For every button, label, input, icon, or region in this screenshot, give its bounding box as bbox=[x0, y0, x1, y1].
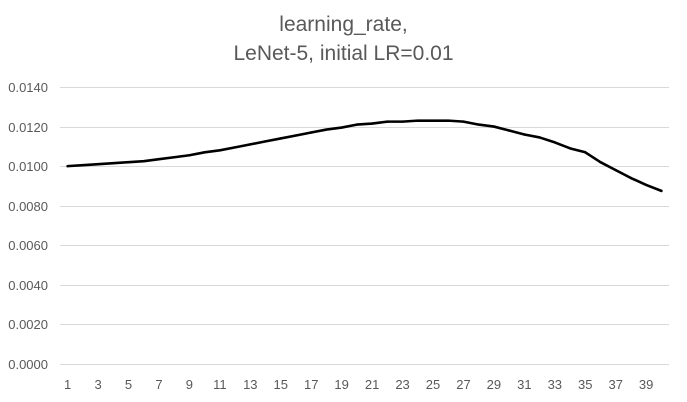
data-point bbox=[553, 141, 557, 144]
data-point bbox=[279, 137, 282, 140]
x-tick-label: 21 bbox=[365, 377, 379, 392]
data-point bbox=[66, 164, 69, 168]
x-tick-label: 3 bbox=[94, 377, 101, 392]
data-point bbox=[264, 140, 267, 143]
grid-lines bbox=[60, 87, 669, 365]
x-axis-tick-labels: 1 3 5 7 9 11 13 15 17 19 21 23 25 27 29 31 33 35 37 39 bbox=[64, 377, 653, 392]
x-tick-label: 19 bbox=[334, 377, 348, 392]
data-point bbox=[614, 168, 617, 172]
data-point bbox=[218, 149, 222, 152]
data-point bbox=[188, 154, 191, 157]
x-tick-label: 31 bbox=[517, 377, 531, 392]
x-tick-label: 27 bbox=[456, 377, 470, 392]
data-point bbox=[599, 160, 602, 164]
y-tick-label: 0.0140 bbox=[8, 80, 48, 95]
data-point bbox=[477, 123, 480, 126]
x-tick-label: 9 bbox=[186, 377, 193, 392]
data-point bbox=[401, 120, 404, 123]
x-tick-label: 23 bbox=[395, 377, 409, 392]
x-tick-label: 25 bbox=[426, 377, 440, 392]
x-tick-label: 7 bbox=[155, 377, 162, 392]
data-point bbox=[660, 189, 663, 193]
x-tick-label: 17 bbox=[304, 377, 318, 392]
x-tick-label: 15 bbox=[274, 377, 288, 392]
data-point bbox=[629, 176, 633, 180]
data-point bbox=[523, 133, 526, 136]
series-line bbox=[66, 119, 663, 193]
y-tick-label: 0.0040 bbox=[8, 278, 48, 293]
y-axis-tick-labels: 0.0000 0.0020 0.0040 0.0060 0.0080 0.0100 0.01… bbox=[8, 80, 48, 372]
data-point bbox=[447, 119, 450, 122]
chart-title: learning_rate, LeNet-5, initial LR=0.01 bbox=[0, 10, 687, 68]
data-point bbox=[81, 163, 85, 167]
x-tick-label: 11 bbox=[213, 377, 227, 392]
data-point bbox=[538, 136, 541, 139]
x-tick-label: 5 bbox=[125, 377, 132, 392]
data-point bbox=[157, 158, 161, 161]
x-tick-label: 33 bbox=[548, 377, 562, 392]
x-tick-label: 37 bbox=[608, 377, 622, 392]
data-point bbox=[294, 134, 298, 137]
y-tick-label: 0.0020 bbox=[8, 317, 48, 332]
data-point bbox=[584, 151, 587, 154]
x-tick-label: 13 bbox=[243, 377, 257, 392]
x-tick-label: 29 bbox=[487, 377, 501, 392]
data-point bbox=[96, 162, 100, 166]
data-point bbox=[492, 125, 496, 128]
series-layer bbox=[66, 119, 663, 193]
data-point bbox=[325, 128, 328, 131]
x-tick-label: 1 bbox=[64, 377, 71, 392]
y-tick-label: 0.0120 bbox=[8, 120, 48, 135]
data-point bbox=[644, 183, 648, 187]
data-point bbox=[507, 129, 511, 132]
x-tick-label: 39 bbox=[639, 377, 653, 392]
chart-title-line-1: learning_rate, bbox=[279, 13, 408, 36]
data-point bbox=[249, 143, 252, 146]
data-point bbox=[233, 146, 237, 149]
data-point bbox=[127, 160, 130, 164]
data-point bbox=[203, 151, 206, 154]
x-tick-label: 35 bbox=[578, 377, 592, 392]
data-point bbox=[431, 119, 435, 122]
data-point bbox=[340, 126, 343, 129]
data-point bbox=[416, 119, 419, 122]
data-point bbox=[112, 161, 115, 165]
data-point bbox=[310, 131, 313, 134]
data-point bbox=[355, 123, 359, 126]
data-point bbox=[172, 156, 176, 159]
data-point bbox=[370, 122, 374, 125]
y-tick-label: 0.0060 bbox=[8, 238, 48, 253]
data-point bbox=[568, 147, 572, 150]
y-tick-label: 0.0080 bbox=[8, 199, 48, 214]
chart-title-line-2: LeNet-5, initial LR=0.01 bbox=[233, 42, 454, 65]
data-point bbox=[386, 120, 389, 123]
y-tick-label: 0.0000 bbox=[8, 357, 48, 372]
y-tick-label: 0.0100 bbox=[8, 159, 48, 174]
data-point bbox=[462, 120, 465, 123]
data-point bbox=[142, 160, 145, 163]
